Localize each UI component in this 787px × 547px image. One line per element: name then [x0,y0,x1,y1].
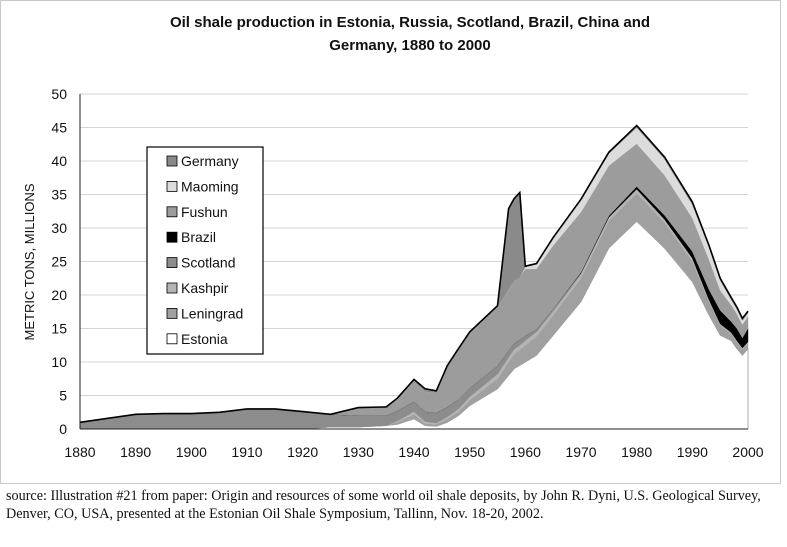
y-tick-label: 0 [59,421,67,437]
legend-label: Germany [181,153,239,169]
x-tick-label: 1980 [621,444,652,460]
legend-swatch [166,333,178,345]
legend: Germany Maoming Fushun Brazil Scotland Kashpi… [146,146,264,355]
y-tick-label: 35 [51,187,67,203]
total-line [79,124,749,424]
legend-label: Estonia [181,331,228,347]
y-tick-label: 30 [51,220,67,236]
legend-label: Kashpir [181,280,229,296]
legend-label: Leningrad [181,305,243,321]
chart-frame [0,0,781,484]
y-tick-label: 25 [51,254,67,270]
y-tick-label: 20 [51,287,67,303]
y-tick-label: 45 [51,120,67,136]
legend-swatch [166,257,178,269]
x-tick-label: 1990 [677,444,708,460]
chart-title-line-2: Germany, 1880 to 2000 [329,37,490,54]
chart-title: Oil shale production in Estonia, Russia,… [170,14,650,54]
legend-swatch [166,282,178,294]
y-axis-label: METRIC TONS, MILLIONS [22,183,37,340]
y-tick-labels: 0 5 10 15 20 25 30 35 40 45 50 [51,86,67,437]
legend-swatch [166,231,178,243]
y-tick-label: 50 [51,86,67,102]
x-tick-labels: 1880 1890 1900 1910 1920 1930 1940 1950 1960 1970… [64,444,763,460]
x-tick-label: 1950 [454,444,485,460]
x-tick-label: 1900 [176,444,207,460]
x-tick-label: 1890 [120,444,151,460]
total-outline [79,124,749,424]
chart: Oil shale production in Estonia, Russia,… [22,14,764,460]
legend-label: Maoming [181,178,239,194]
legend-label: Brazil [181,229,216,245]
y-tick-label: 5 [59,388,67,404]
legend-label: Scotland [181,255,235,271]
y-tick-label: 10 [51,354,67,370]
legend-box [146,146,264,355]
y-tick-label: 15 [51,321,67,337]
legend-label: Fushun [181,204,228,220]
x-tick-label: 1940 [398,444,429,460]
x-tick-label: 1910 [231,444,262,460]
x-tick-label: 1880 [64,444,95,460]
legend-swatch [166,155,178,167]
legend-swatch [166,307,178,319]
axes [79,94,748,430]
source-note: source: Illustration #21 from paper: Ori… [6,488,761,522]
legend-swatch [166,206,178,218]
x-tick-label: 1970 [565,444,596,460]
x-tick-label: 2000 [732,444,763,460]
x-tick-label: 1960 [510,444,541,460]
chart-title-line-1: Oil shale production in Estonia, Russia,… [170,14,650,31]
legend-swatch [166,180,178,192]
y-tick-label: 40 [51,153,67,169]
x-tick-label: 1920 [287,444,318,460]
x-tick-label: 1930 [343,444,374,460]
